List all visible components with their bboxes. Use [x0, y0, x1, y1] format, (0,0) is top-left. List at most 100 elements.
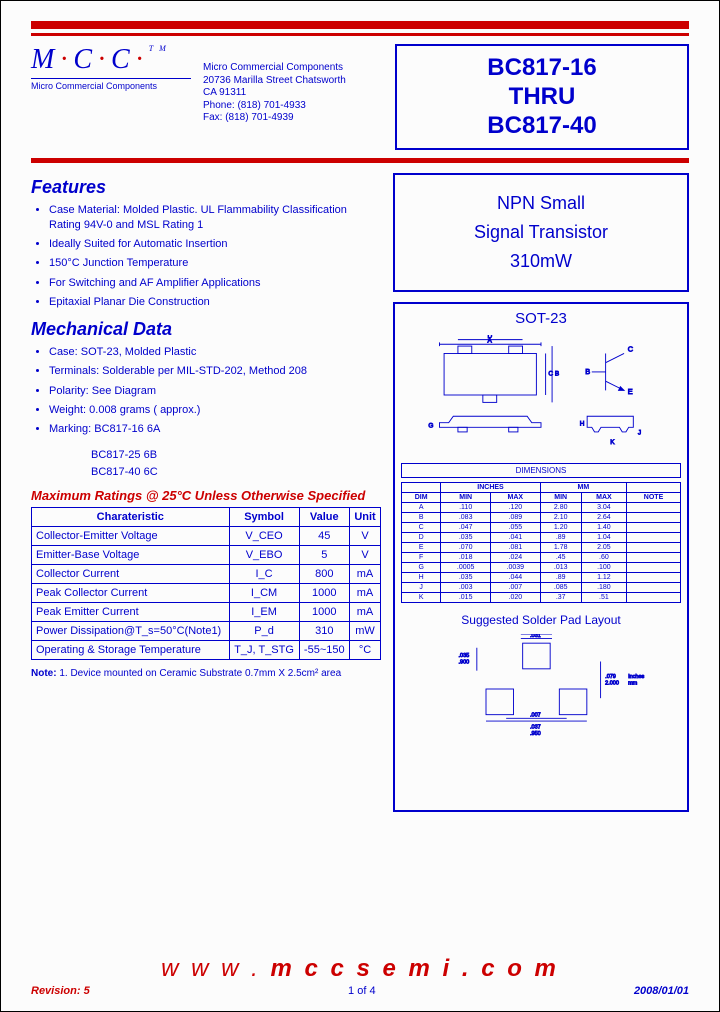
- svg-text:2.000: 2.000: [605, 681, 619, 687]
- mechdata-heading: Mechanical Data: [31, 319, 381, 340]
- marking-line: BC817-40 6C: [91, 464, 381, 482]
- addr-line: CA 91311: [203, 87, 383, 100]
- dim-row: C.047.0551.201.40: [402, 522, 681, 532]
- left-column: Features Case Material: Molded Plastic. …: [31, 173, 381, 811]
- table-row: Peak Emitter CurrentI_EM1000mA: [32, 602, 381, 621]
- footer: w w w . m c c s e m i . c o m Revision: …: [31, 955, 689, 997]
- part-line: BC817-40: [401, 112, 683, 141]
- dim-row: J.003.007.085.180: [402, 582, 681, 592]
- col-header: Unit: [350, 507, 381, 526]
- svg-text:.031: .031: [530, 634, 541, 639]
- table-row: Collector-Emitter VoltageV_CEO45V: [32, 526, 381, 545]
- top-red-bar: [31, 21, 689, 29]
- table-row: Peak Collector CurrentI_CM1000mA: [32, 583, 381, 602]
- dim-row: B.083.0892.102.64: [402, 512, 681, 522]
- svg-text:B: B: [585, 367, 590, 376]
- svg-text:H: H: [580, 420, 585, 427]
- note-text: 1. Device mounted on Ceramic Substrate 0…: [59, 668, 341, 679]
- svg-text:C: C: [628, 344, 634, 353]
- addr-line: 20736 Marilla Street Chatsworth: [203, 75, 383, 88]
- dim-row: K.015.020.37.51: [402, 592, 681, 602]
- dim-row: G.0005.0039.013.100: [402, 562, 681, 572]
- dim-row: D.035.041.891.04: [402, 532, 681, 542]
- part-number-box: BC817-16 THRU BC817-40: [395, 44, 689, 150]
- maxratings-heading: Maximum Ratings @ 25°C Unless Otherwise …: [31, 488, 381, 503]
- svg-text:.035: .035: [459, 653, 470, 659]
- footer-url: w w w . m c c s e m i . c o m: [31, 955, 689, 983]
- solder-heading: Suggested Solder Pad Layout: [401, 613, 681, 629]
- table-header-row: Charateristic Symbol Value Unit: [32, 507, 381, 526]
- table-row: Collector CurrentI_C800mA: [32, 564, 381, 583]
- desc-line: 310mW: [399, 247, 683, 276]
- svg-text:.037: .037: [530, 725, 541, 731]
- revision-label: Revision: 5: [31, 985, 90, 997]
- features-heading: Features: [31, 177, 381, 198]
- svg-text:D: D: [487, 335, 492, 340]
- note-block: Note: 1. Device mounted on Ceramic Subst…: [31, 668, 381, 679]
- part-line: BC817-16: [401, 54, 683, 83]
- addr-line: Micro Commercial Components: [203, 62, 383, 75]
- table-row: Operating & Storage TemperatureT_J, T_ST…: [32, 640, 381, 659]
- desc-line: NPN Small: [399, 189, 683, 218]
- dimensions-table: INCHES MM DIMMINMAXMINMAXNOTE A.110.1202…: [401, 482, 681, 603]
- feature-item: 150°C Junction Temperature: [49, 256, 381, 270]
- table-row: Power Dissipation@T_s=50°C(Note1)P_d310m…: [32, 621, 381, 640]
- svg-text:E: E: [628, 387, 633, 396]
- svg-text:.079: .079: [605, 674, 616, 680]
- svg-text:mm: mm: [628, 681, 638, 687]
- dim-row: E.070.0811.782.05: [402, 542, 681, 552]
- part-line: THRU: [401, 83, 683, 112]
- col-header: Value: [299, 507, 350, 526]
- table-row: Emitter-Base VoltageV_EBO5V: [32, 545, 381, 564]
- mech-item: Case: SOT-23, Molded Plastic: [49, 345, 381, 359]
- dim-row: A.110.1202.803.04: [402, 502, 681, 512]
- feature-item: Epitaxial Planar Die Construction: [49, 295, 381, 309]
- col-header: Charateristic: [32, 507, 230, 526]
- logo-text: M·C·C·TM: [31, 44, 191, 76]
- svg-text:C: C: [548, 370, 553, 377]
- description-box: NPN Small Signal Transistor 310mW: [393, 173, 689, 291]
- header-row: M·C·C·TM Micro Commercial Components Mic…: [31, 44, 689, 150]
- svg-text:.950: .950: [530, 731, 541, 737]
- mech-item: Terminals: Solderable per MIL-STD-202, M…: [49, 364, 381, 378]
- dimensions-heading: DIMENSIONS: [401, 463, 681, 478]
- svg-text:.007: .007: [530, 713, 541, 719]
- logo-block: M·C·C·TM Micro Commercial Components: [31, 44, 191, 150]
- dim-header-row: DIMMINMAXMINMAXNOTE: [402, 492, 681, 502]
- svg-text:K: K: [610, 439, 615, 446]
- features-list: Case Material: Molded Plastic. UL Flamma…: [31, 203, 381, 309]
- addr-line: Phone: (818) 701-4933: [203, 100, 383, 113]
- marking-line: BC817-25 6B: [91, 447, 381, 465]
- desc-line: Signal Transistor: [399, 218, 683, 247]
- footer-row: Revision: 5 1 of 4 2008/01/01: [31, 985, 689, 997]
- datasheet-page: M·C·C·TM Micro Commercial Components Mic…: [0, 0, 720, 1012]
- dim-row: F.018.024.45.60: [402, 552, 681, 562]
- ratings-table: Charateristic Symbol Value Unit Collecto…: [31, 507, 381, 660]
- page-number: 1 of 4: [348, 985, 376, 997]
- note-label: Note:: [31, 668, 57, 679]
- sot23-outline-icon: A D C B C: [401, 335, 681, 455]
- dim-row: H.035.044.891.12: [402, 572, 681, 582]
- date-label: 2008/01/01: [634, 985, 689, 997]
- mech-item: Weight: 0.008 grams ( approx.): [49, 403, 381, 417]
- svg-text:J: J: [638, 429, 641, 436]
- mid-red-bar: [31, 158, 689, 163]
- package-box: SOT-23 A D: [393, 302, 689, 812]
- mech-item: Polarity: See Diagram: [49, 384, 381, 398]
- solder-pad-icon: .031 .800 .035 .900 .079 2.000 Inches mm: [401, 634, 681, 744]
- package-title: SOT-23: [401, 310, 681, 327]
- feature-item: For Switching and AF Amplifier Applicati…: [49, 276, 381, 290]
- logo-subtitle: Micro Commercial Components: [31, 81, 191, 91]
- addr-line: Fax: (818) 701-4939: [203, 112, 383, 125]
- address-block: Micro Commercial Components 20736 Marill…: [203, 44, 383, 150]
- svg-text:B: B: [555, 370, 559, 377]
- svg-text:.900: .900: [459, 660, 470, 666]
- mechdata-list: Case: SOT-23, Molded Plastic Terminals: …: [31, 345, 381, 436]
- svg-text:G: G: [428, 422, 433, 429]
- svg-text:Inches: Inches: [628, 674, 644, 680]
- feature-item: Ideally Suited for Automatic Insertion: [49, 237, 381, 251]
- top-red-bar-thin: [31, 33, 689, 36]
- feature-item: Case Material: Molded Plastic. UL Flamma…: [49, 203, 381, 232]
- mech-item: Marking: BC817-16 6A: [49, 422, 381, 436]
- col-header: Symbol: [229, 507, 299, 526]
